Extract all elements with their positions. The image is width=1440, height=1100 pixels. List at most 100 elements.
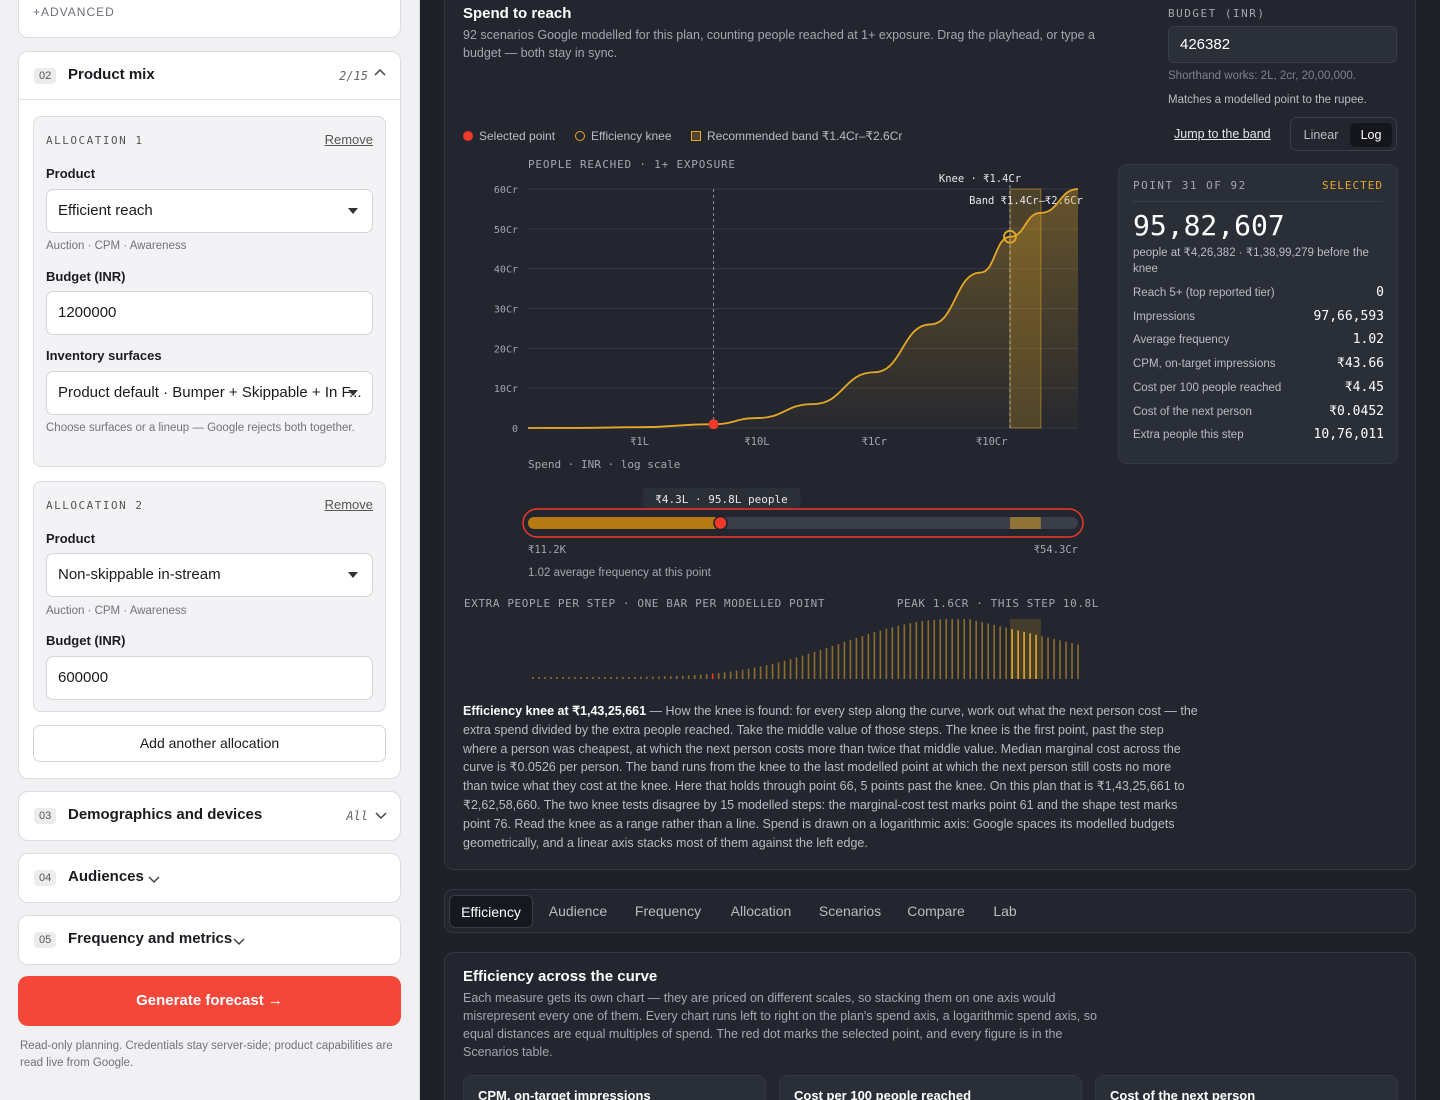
step-bar: [532, 677, 534, 679]
playhead-knob: [713, 515, 728, 531]
generate-forecast-button[interactable]: Generate forecast →: [18, 976, 401, 1026]
budget-input[interactable]: 600000: [46, 656, 373, 700]
tab-efficiency[interactable]: Efficiency: [449, 895, 533, 928]
step-bar: [574, 676, 576, 679]
step-bar: [544, 677, 546, 679]
step-bar: [759, 666, 762, 679]
step-bar: [855, 637, 858, 679]
x-tick-label: ₹1L: [630, 436, 649, 448]
tab-frequency[interactable]: Frequency: [634, 903, 702, 919]
audiences-section[interactable]: 04 Audiences: [18, 853, 401, 903]
step-bar: [861, 635, 864, 679]
efficiency-title: Efficiency across the curve: [463, 968, 658, 985]
step-bar: [789, 659, 792, 679]
metric-row: Reach 5+ (top reported tier) 0: [1133, 284, 1384, 304]
step-bar: [651, 676, 654, 679]
selected-point-card: POINT 31 OF 92 SELECTED 95,82,607 people…: [1118, 164, 1398, 464]
y-tick-label: 40Cr: [494, 265, 518, 276]
step-bar: [981, 622, 983, 679]
playhead-slider[interactable]: ₹4.3L · 95.8L people: [522, 488, 1084, 538]
people-reached-subtitle: people at ₹4,26,382 · ₹1,38,99,279 befor…: [1133, 247, 1369, 275]
surfaces-select[interactable]: Product default · Bumper + Skippable + I…: [46, 371, 373, 415]
frequency-section[interactable]: 05 Frequency and metrics: [18, 915, 401, 965]
step-bar: [675, 675, 678, 679]
step-bar: [921, 621, 924, 679]
metric-label: Impressions: [1133, 310, 1195, 323]
remove-allocation-button[interactable]: Remove: [324, 132, 373, 147]
advanced-section[interactable]: +ADVANCED: [18, 0, 401, 38]
step-bar: [747, 668, 750, 679]
step-bar: [1005, 627, 1007, 679]
step-bar: [915, 622, 918, 679]
budget-input[interactable]: 1200000: [46, 291, 373, 335]
chart-markers: Knee · ₹1.4Cr: [708, 173, 1021, 430]
chevron-up-icon[interactable]: [373, 66, 387, 80]
chevron-down-icon[interactable]: [232, 936, 246, 950]
step-bar: [939, 619, 942, 679]
metric-value: ₹0.0452: [1329, 403, 1384, 419]
tab-lab[interactable]: Lab: [993, 903, 1017, 919]
product-label: Product: [46, 531, 96, 546]
budget-label: Budget (INR): [46, 633, 126, 648]
step-bar: [586, 676, 588, 679]
surfaces-hint: Choose surfaces or a lineup — Google rej…: [46, 422, 355, 434]
add-allocation-button[interactable]: Add another allocation: [33, 725, 386, 762]
tab-scenarios[interactable]: Scenarios: [818, 903, 882, 919]
step-bar: [999, 626, 1001, 679]
step-bar: [645, 676, 648, 679]
step-bar: [1017, 630, 1019, 679]
step-bar: [873, 632, 876, 679]
budget-input[interactable]: 426382: [1168, 26, 1397, 63]
product-select-value: Non-skippable in-stream: [58, 566, 221, 583]
product-select[interactable]: Non-skippable in-stream: [46, 553, 373, 597]
playhead-tooltip-label: ₹4.3L · 95.8L people: [655, 493, 787, 506]
section-count: 2/15: [339, 69, 368, 83]
card-title: CPM, on-target impressions: [478, 1088, 651, 1100]
tab-audience[interactable]: Audience: [548, 903, 608, 919]
jump-to-band-link[interactable]: Jump to the band: [1174, 127, 1271, 141]
scale-linear-button[interactable]: Linear: [1303, 128, 1339, 142]
step-bar: [723, 672, 726, 679]
product-select[interactable]: Efficient reach: [46, 189, 373, 233]
reach-curve-chart[interactable]: PEOPLE REACHED · 1+ EXPOSURE 0 10Cr 20Cr 30…: [445, 151, 1105, 871]
playhead-max-label: ₹54.3Cr: [1034, 544, 1078, 556]
product-mix-header[interactable]: 02 Product mix 2/15: [19, 52, 400, 100]
x-axis-label: Spend · INR · log scale: [528, 458, 680, 471]
advanced-toggle[interactable]: +ADVANCED: [33, 5, 115, 19]
metric-row: Cost per 100 people reached ₹4.45: [1133, 379, 1384, 399]
step-bar: [592, 676, 594, 679]
legend-selected: Selected point: [463, 129, 555, 143]
tab-compare[interactable]: Compare: [907, 903, 965, 919]
step-bar: [765, 665, 768, 679]
remove-allocation-button[interactable]: Remove: [324, 497, 373, 512]
knee-label: Knee · ₹1.4Cr: [939, 173, 1021, 185]
band-label: Band ₹1.4Cr–₹2.6Cr: [969, 195, 1083, 207]
step-bar: [957, 619, 960, 679]
step-bar: [891, 627, 894, 679]
metric-value: ₹43.66: [1337, 356, 1384, 372]
extra-people-bars: [532, 619, 1079, 679]
metric-value: 97,66,593: [1313, 308, 1384, 324]
chevron-down-icon[interactable]: [374, 810, 388, 824]
metric-row: Average frequency 1.02: [1133, 331, 1384, 351]
scale-log-button[interactable]: Log: [1350, 123, 1392, 147]
step-bar: [669, 676, 672, 679]
step-bar: [568, 676, 570, 679]
selected-point-marker: [708, 419, 719, 430]
analysis-tabs: Efficiency Audience Frequency Allocation…: [444, 889, 1416, 933]
metric-label: Reach 5+ (top reported tier): [1133, 287, 1275, 299]
scale-toggle: Linear Log: [1290, 117, 1397, 151]
chevron-down-icon[interactable]: [147, 874, 161, 888]
knee-explanation: Efficiency knee at ₹1,43,25,661 — How th…: [463, 702, 1198, 852]
tab-allocation[interactable]: Allocation: [730, 903, 792, 919]
y-tick-label: 50Cr: [494, 225, 518, 236]
step-bar: [657, 676, 660, 679]
section-title: Frequency and metrics: [68, 930, 233, 947]
demographics-section[interactable]: 03 Demographics and devices All: [18, 791, 401, 841]
step-bar: [1041, 636, 1043, 679]
step-bar: [681, 675, 684, 679]
playhead-focus-ring: [522, 508, 1084, 538]
step-bar: [640, 676, 642, 679]
step-bar: [885, 628, 888, 679]
section-title: Audiences: [68, 868, 144, 885]
